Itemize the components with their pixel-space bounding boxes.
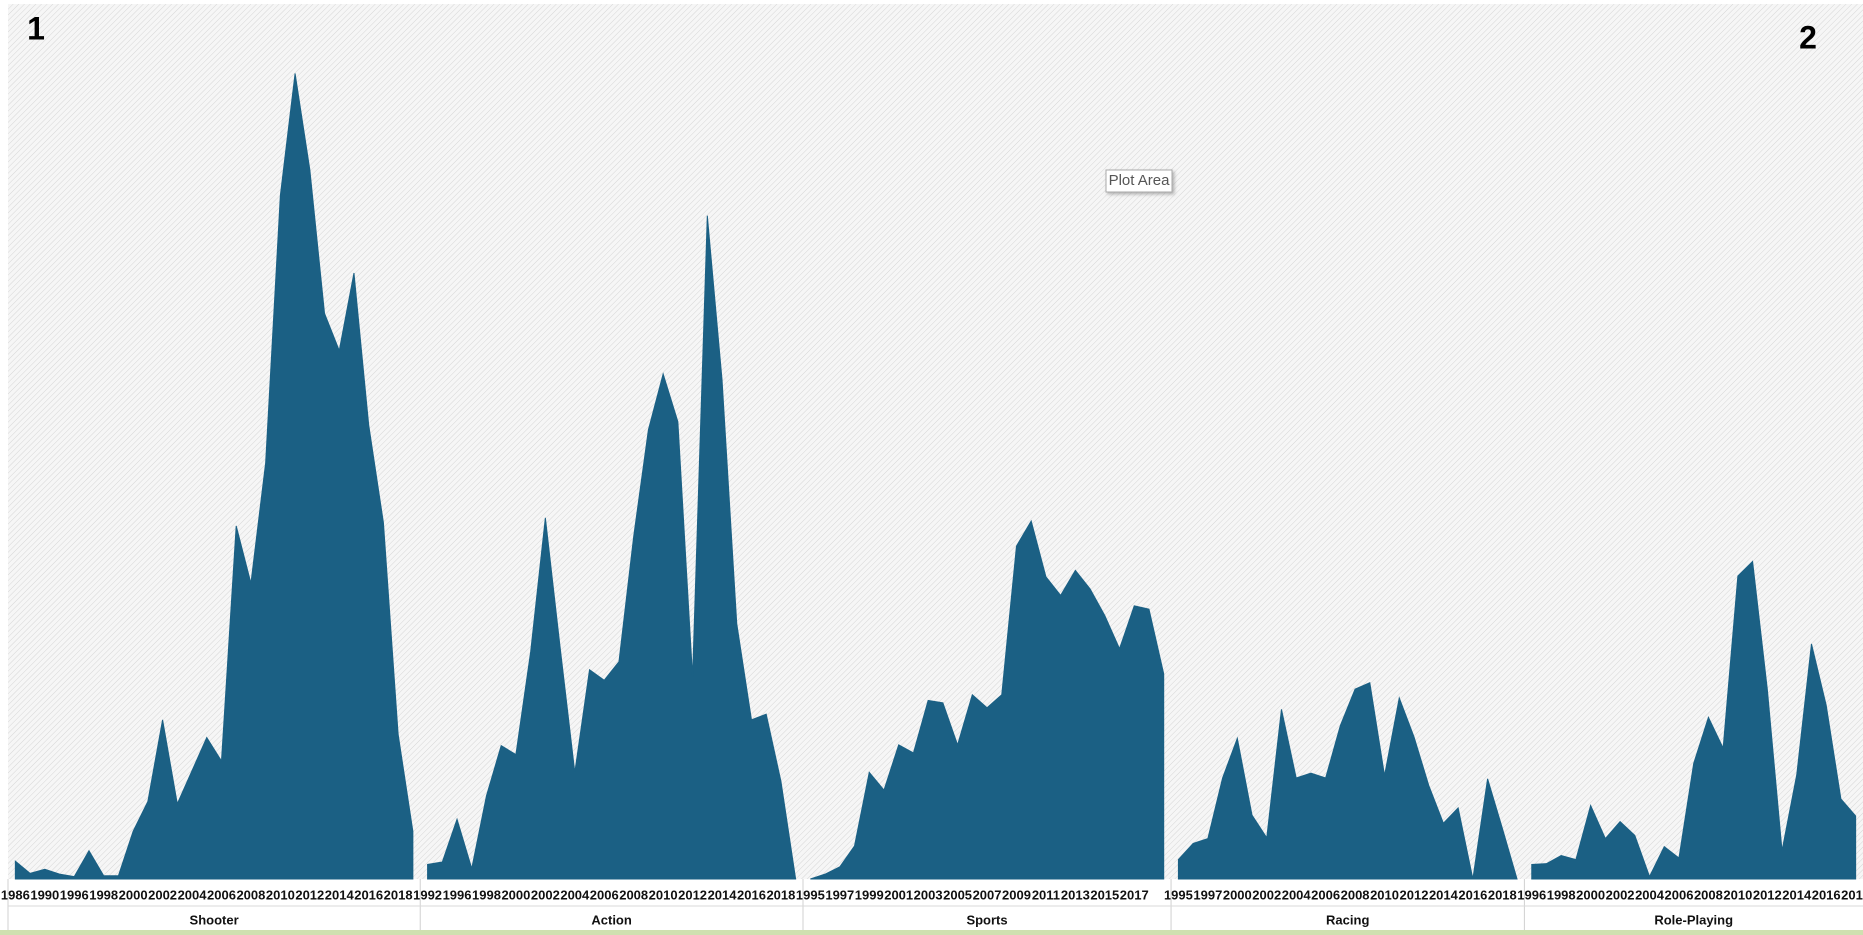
x-tick-label: 2010: [649, 887, 678, 902]
x-tick-label: 2008: [1694, 887, 1723, 902]
annotation: 2: [1799, 19, 1817, 55]
area: [14, 73, 414, 880]
x-tick-label: 2014: [708, 887, 738, 902]
group-label: Racing: [1326, 912, 1369, 927]
x-tick-label: 2005: [943, 887, 972, 902]
x-tick-label: 1996: [1517, 887, 1546, 902]
area: [810, 519, 1165, 880]
x-tick-label: 2004: [1635, 887, 1665, 902]
x-tick-label: 2006: [1311, 887, 1340, 902]
x-tick-label: 2003: [914, 887, 943, 902]
x-tick-label: 2012: [678, 887, 707, 902]
x-tick-label: 2000: [501, 887, 530, 902]
x-tick-label: 1997: [825, 887, 854, 902]
x-tick-label: 2012: [1400, 887, 1429, 902]
x-tick-label: 2008: [619, 887, 648, 902]
x-tick-label: 1998: [472, 887, 501, 902]
x-tick-label: 1999: [855, 887, 884, 902]
x-tick-label: 2016: [1812, 887, 1841, 902]
x-tick-label: 1997: [1193, 887, 1222, 902]
x-tick-label: 2002: [148, 887, 177, 902]
x-tick-label: 2010: [1370, 887, 1399, 902]
x-tick-label: 2002: [1252, 887, 1281, 902]
x-tick-label: 2015: [1090, 887, 1119, 902]
x-tick-label: 2010: [1723, 887, 1752, 902]
x-tick-label: 2008: [236, 887, 265, 902]
x-tick-label: 2011: [1032, 887, 1060, 902]
x-tick-label: 1995: [1164, 887, 1193, 902]
x-tick-label: 2017: [1120, 887, 1149, 902]
group-label: Role-Playing: [1654, 912, 1733, 927]
area: [1531, 560, 1857, 880]
x-tick-label: 2014: [325, 887, 355, 902]
x-tick-label: 2006: [1665, 887, 1694, 902]
x-tick-label: 2014: [1429, 887, 1459, 902]
x-tick-label: 2002: [1606, 887, 1635, 902]
x-tick-label: 2006: [590, 887, 619, 902]
x-tick-label: 1992: [413, 887, 442, 902]
tooltip-box: [1105, 169, 1173, 193]
x-tick-label: 2004: [178, 887, 208, 902]
tooltip-frame: [1105, 169, 1173, 193]
x-tick-label: 2018: [384, 887, 413, 902]
x-tick-label: 2002: [531, 887, 560, 902]
x-tick-label: 2000: [119, 887, 148, 902]
x-tick-label: 1996: [60, 887, 89, 902]
x-tick-label: 2004: [560, 887, 590, 902]
group-label: Action: [591, 912, 632, 927]
labels: 1986 1990 1996 1998 2000 2002 2004 2006 2008 2010…: [1, 879, 1863, 930]
x-tick-label: 1986: [1, 887, 30, 902]
x-tick-label: 2012: [1753, 887, 1782, 902]
x-tick-label: 2018: [1488, 887, 1517, 902]
x-tick-label: 1996: [443, 887, 472, 902]
x-tick-label: 1990: [30, 887, 59, 902]
area: [1177, 681, 1518, 880]
x-tick-label: 2000: [1576, 887, 1605, 902]
tooltip: Plot Area: [1109, 172, 1171, 189]
x-tick-label: 2012: [295, 887, 324, 902]
x-tick-label: 2018: [766, 887, 795, 902]
marks: [14, 73, 1857, 880]
group-label: Shooter: [190, 912, 239, 927]
x-tick-label: 2016: [1458, 887, 1487, 902]
area: [427, 215, 797, 880]
group-label: Sports: [966, 912, 1007, 927]
annotation: 1: [27, 10, 45, 46]
x-tick-label: 2008: [1341, 887, 1370, 902]
x-tick-label: 1998: [89, 887, 118, 902]
x-tick-label: 2018: [1841, 887, 1863, 902]
x-tick-label: 2016: [354, 887, 383, 902]
x-tick-label: 2010: [266, 887, 295, 902]
x-tick-label: 2006: [207, 887, 236, 902]
x-tick-label: 2016: [737, 887, 766, 902]
x-tick-label: 2014: [1782, 887, 1812, 902]
bottom-strip: [0, 930, 1863, 935]
x-tick-label: 2004: [1282, 887, 1312, 902]
x-tick-label: 2013: [1061, 887, 1090, 902]
x-tick-label: 1995: [796, 887, 825, 902]
x-tick-label: 1998: [1547, 887, 1576, 902]
x-tick-label: 2007: [973, 887, 1002, 902]
x-tick-label: 2009: [1002, 887, 1031, 902]
x-tick-label: 2000: [1223, 887, 1252, 902]
x-tick-label: 2001: [884, 887, 913, 902]
